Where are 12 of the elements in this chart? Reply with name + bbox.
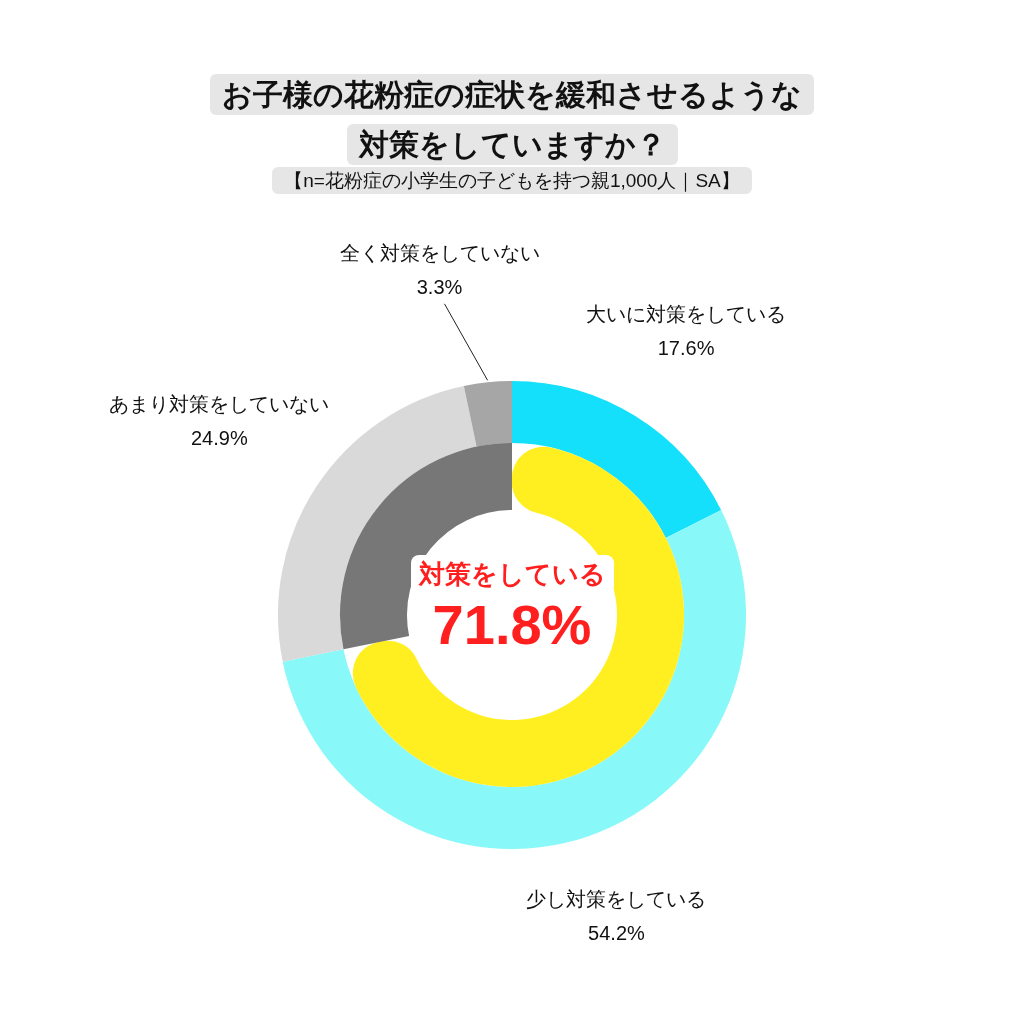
data-label: 24.9% (190, 427, 248, 450)
slice-label: 全く対策をしていない (339, 242, 540, 265)
chart-subtitle: 【n=花粉症の小学生の子どもを持つ親1,000人｜SA】 (272, 167, 752, 194)
slice-label: 対策をしている (410, 555, 614, 594)
slice-label: あまり対策をしていない (109, 393, 330, 416)
data-label: 3.3% (416, 276, 463, 299)
data-label: 17.6% (657, 337, 715, 360)
slice-label: 少し対策をしている (526, 887, 707, 910)
chart-title: お子様の花粉症の症状を緩和させるような対策をしていますか？ (210, 74, 814, 165)
slice-label: 大いに対策をしている (586, 303, 787, 326)
data-label: 54.2% (588, 921, 646, 944)
data-label: 71.8% (431, 593, 593, 656)
